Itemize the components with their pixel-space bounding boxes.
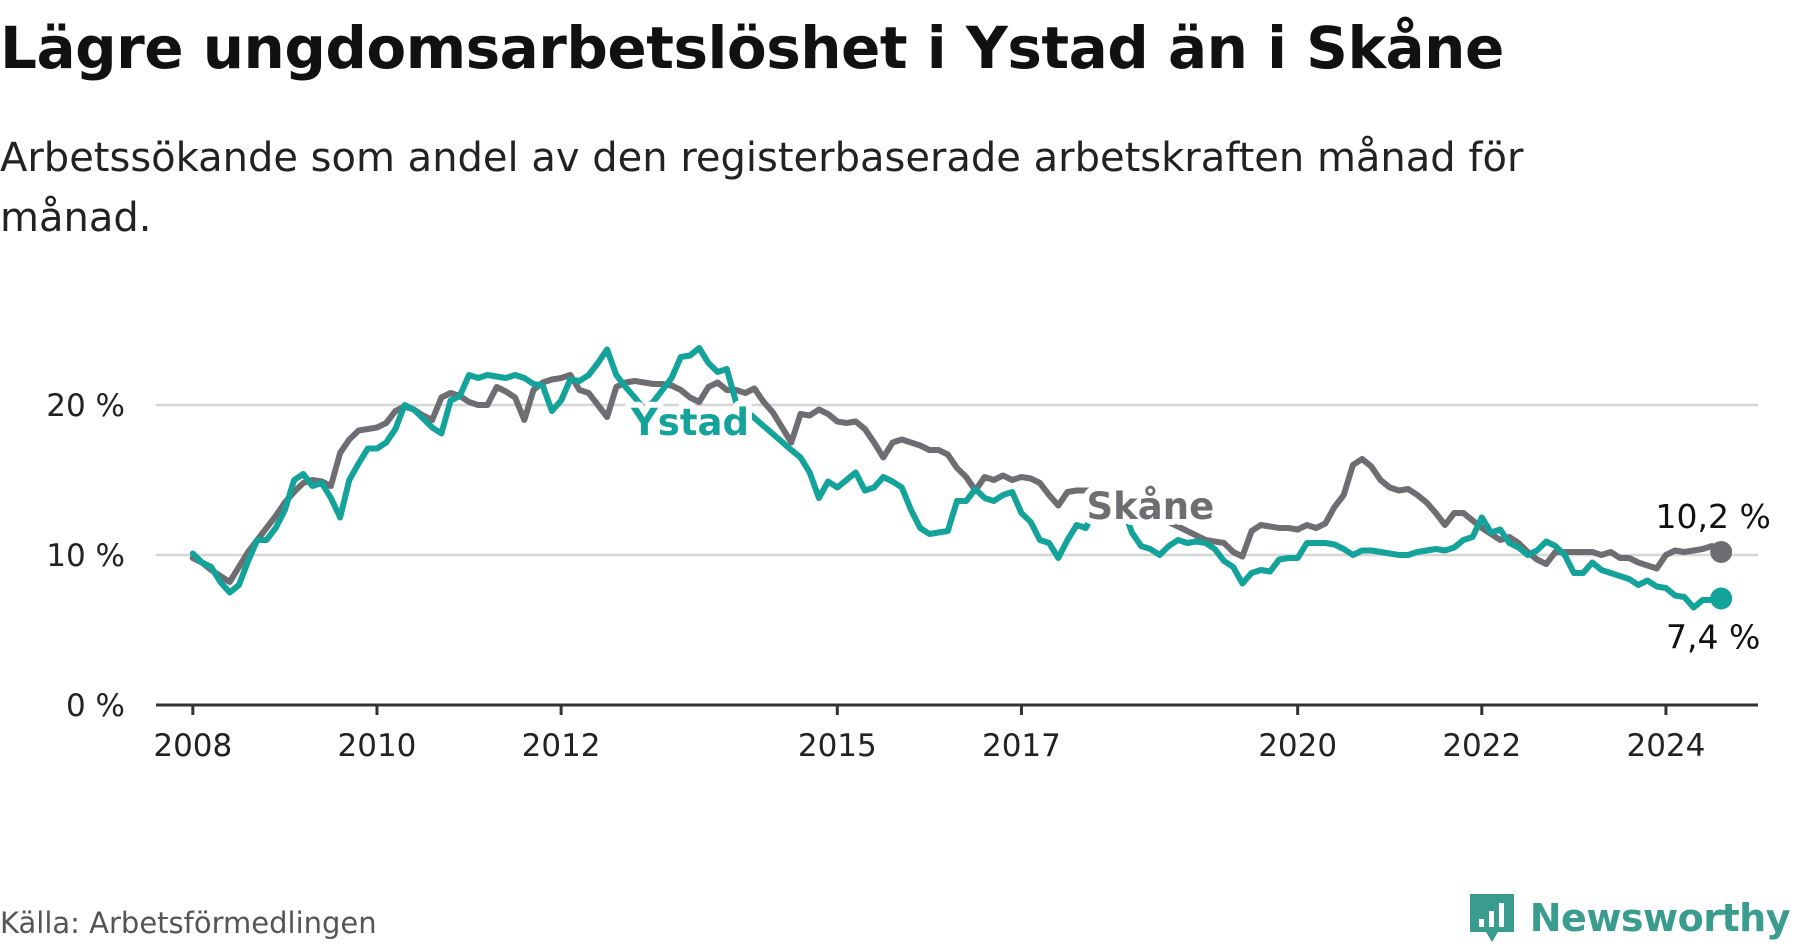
axes: 0 % 10 % 20 % 2008 2010 2012 2015 2017 2020 2022 2… — [46, 388, 1758, 764]
x-tick-label: 2015 — [798, 728, 877, 764]
x-tick-label: 2022 — [1442, 728, 1521, 764]
chart-title: Lägre ungdomsarbetslöshet i Ystad än i S… — [0, 14, 1504, 82]
series-label-skåne: Skåne — [1087, 485, 1215, 528]
y-tick-label: 20 % — [46, 388, 125, 424]
series-label-halo: Skåne — [1087, 485, 1215, 528]
end-value-label-ystad: 7,4 % — [1666, 618, 1760, 657]
x-tick-label: 2020 — [1258, 728, 1337, 764]
end-marker-ystad — [1710, 587, 1733, 610]
source-note: Källa: Arbetsförmedlingen — [0, 906, 377, 940]
newsworthy-logo-icon — [1469, 894, 1514, 942]
x-tick-label: 2017 — [982, 728, 1061, 764]
brand-name: Newsworthy — [1529, 896, 1791, 940]
brand-logo[interactable]: Newsworthy — [1468, 888, 1791, 948]
x-tick-label: 2024 — [1626, 728, 1705, 764]
series-label-ystad: Ystad — [630, 401, 749, 444]
x-tick-label: 2008 — [153, 728, 232, 764]
grid-lines — [156, 403, 1758, 557]
end-value-label-skåne: 10,2 % — [1656, 497, 1771, 536]
series-line-ystad — [189, 345, 1725, 611]
y-tick-label: 10 % — [46, 538, 125, 574]
series-label-halo: Ystad — [630, 401, 749, 444]
y-tick-label: 0 % — [66, 688, 125, 724]
x-tick-label: 2010 — [338, 728, 417, 764]
chart-subtitle: Arbetssökande som andel av den registerb… — [0, 135, 1524, 241]
end-marker-skåne — [1710, 541, 1733, 563]
x-tick-label: 2012 — [522, 728, 601, 764]
series-lines — [189, 345, 1725, 611]
